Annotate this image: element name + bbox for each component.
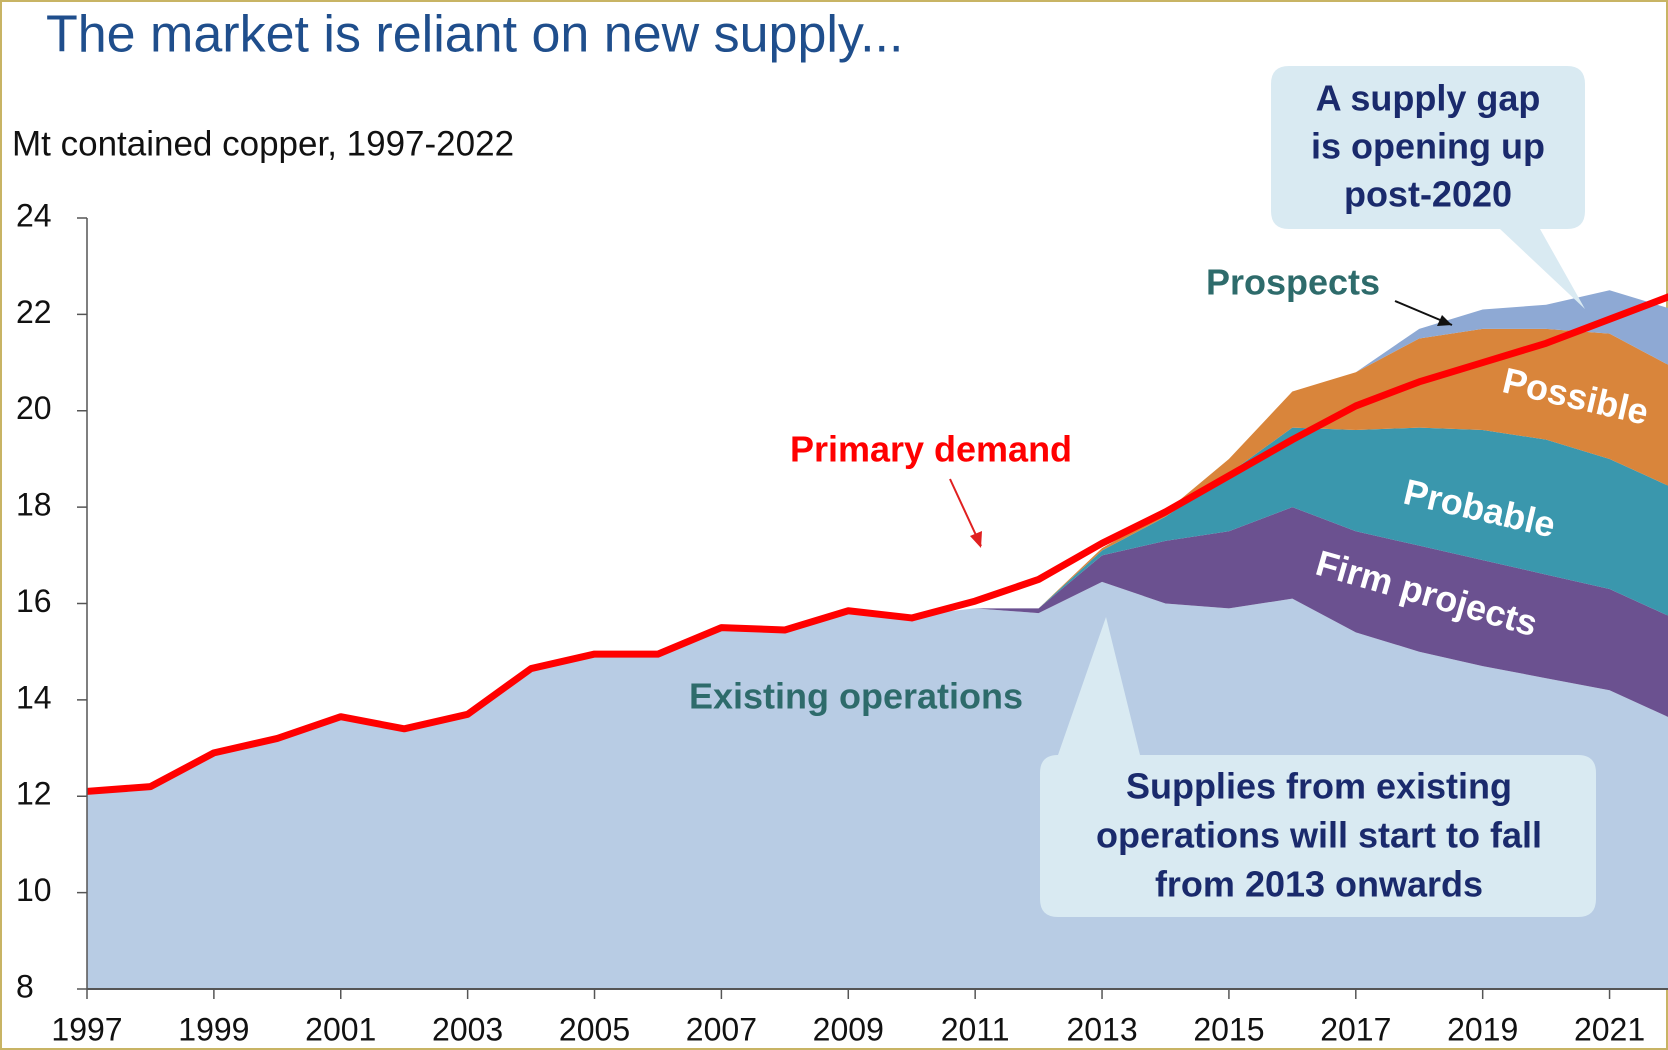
annotation: from 2013 onwards	[1155, 864, 1483, 905]
area	[87, 507, 1668, 792]
chart-title: The market is reliant on new supply...	[46, 6, 903, 64]
y-tick-label: 20	[16, 390, 52, 426]
x-tick-label: 2015	[1193, 1011, 1264, 1047]
annotation: operations will start to fall	[1096, 815, 1542, 856]
x-tick-label: 2009	[813, 1011, 884, 1047]
y-tick-label: 8	[16, 968, 34, 1004]
annotation: post-2020	[1344, 174, 1512, 215]
line	[87, 293, 1668, 795]
y-tick-label: 14	[16, 679, 52, 715]
y-tick-label: 12	[16, 776, 52, 812]
annotation: is opening up	[1311, 126, 1545, 167]
x-tick-label: 2003	[432, 1011, 503, 1047]
series-label: Existing operations	[689, 676, 1023, 717]
x-tick-label: 1997	[51, 1011, 122, 1047]
callout	[1040, 617, 1596, 917]
subtitle: Mt contained copper, 1997-2022	[12, 124, 514, 163]
y-tick-label: 22	[16, 294, 52, 330]
y-tick-label: 24	[16, 197, 52, 233]
x-tick-label: 1999	[178, 1011, 249, 1047]
area	[87, 427, 1668, 792]
arrow-head	[1437, 315, 1452, 326]
arrow-head	[970, 531, 982, 548]
series-label: Primary demand	[790, 429, 1072, 470]
x-tick-label: 2005	[559, 1011, 630, 1047]
series-label: Prospects	[1206, 262, 1380, 303]
x-tick-label: 2021	[1574, 1011, 1645, 1047]
annotation: A supply gap	[1316, 78, 1541, 119]
area	[87, 328, 1668, 792]
axes: 8 10 12 14 16 18 20 22 24 1997 1999 2001 2003 2005 200…	[16, 197, 1668, 1047]
callout	[1271, 66, 1585, 309]
x-tick-label: 2011	[941, 1011, 1010, 1047]
x-tick-label: 2013	[1066, 1011, 1137, 1047]
y-tick-label: 10	[16, 872, 52, 908]
y-tick-label: 16	[16, 583, 52, 619]
annotation: Supplies from existing	[1126, 766, 1512, 807]
x-tick-label: 2017	[1320, 1011, 1391, 1047]
x-tick-label: 2007	[686, 1011, 757, 1047]
x-tick-label: 2001	[305, 1011, 376, 1047]
x-tick-label: 2019	[1447, 1011, 1518, 1047]
y-tick-label: 18	[16, 487, 52, 523]
